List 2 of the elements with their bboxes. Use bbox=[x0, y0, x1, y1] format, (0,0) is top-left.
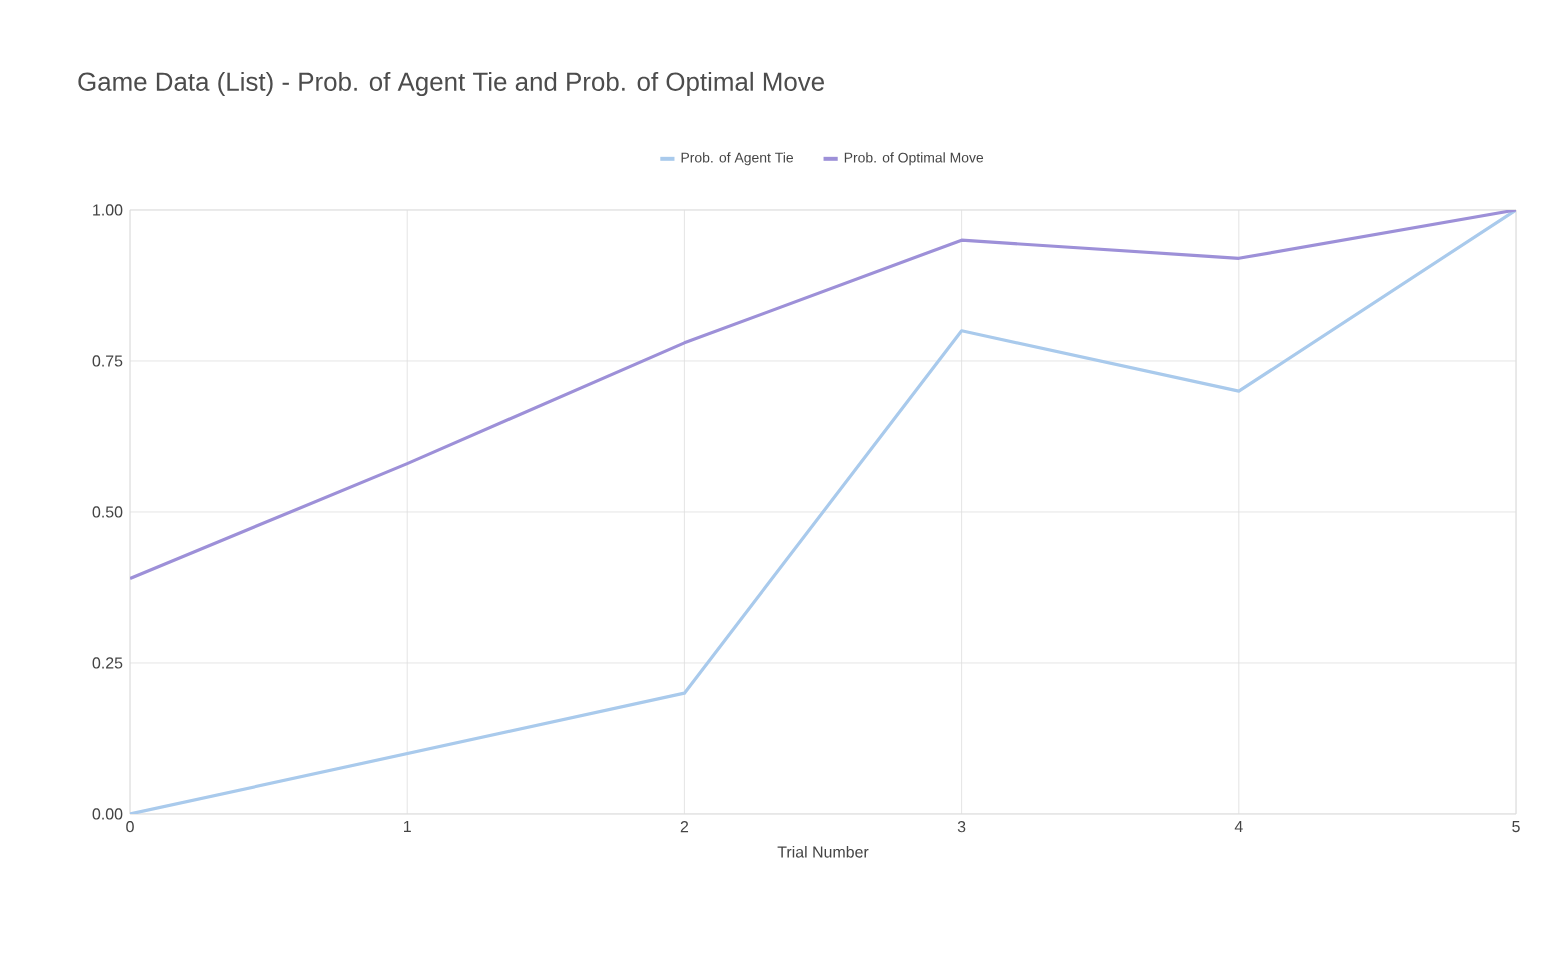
chart-title: Game Data (List) - Prob. of Agent Tie and Prob. of Optimal Move bbox=[78, 71, 824, 97]
line-series bbox=[130, 209, 1517, 581]
